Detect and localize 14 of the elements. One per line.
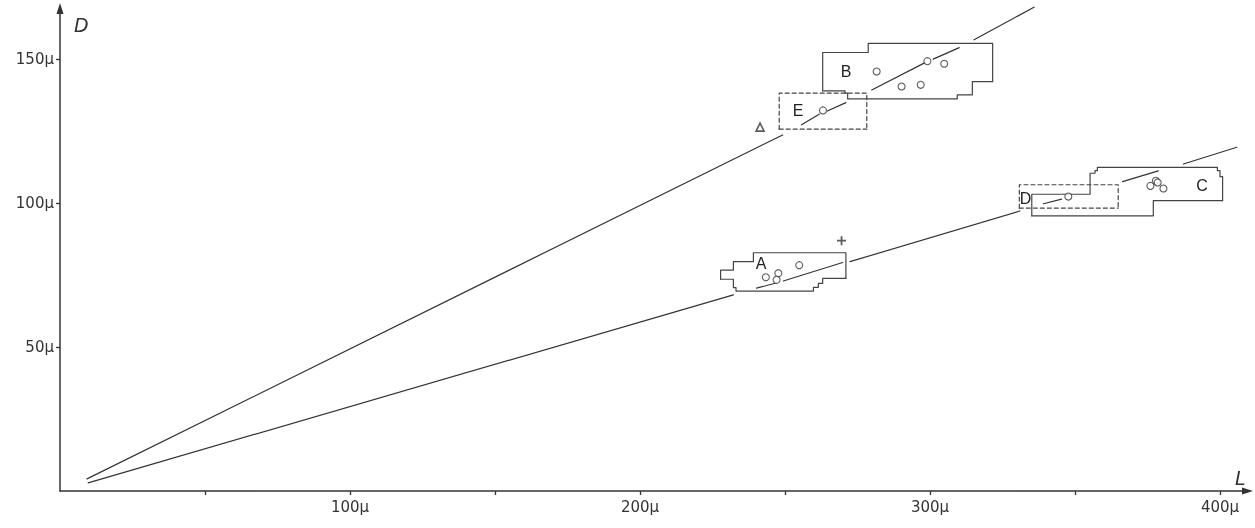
y-tick-label: 150µ (15, 49, 55, 68)
y-tick-label: 50µ (25, 337, 55, 356)
annotation: D (1019, 189, 1032, 207)
annotation: B (840, 62, 852, 80)
x-tick-label: 300µ (910, 497, 950, 516)
x-axis-title: L (1235, 466, 1246, 489)
annotation: A (755, 254, 767, 272)
y-axis-title: D (74, 13, 89, 36)
y-tick-label: 100µ (15, 193, 55, 212)
x-tick-label: 100µ (330, 497, 370, 516)
annotation: E (792, 101, 804, 119)
annotation: C (1196, 176, 1208, 194)
x-tick-label: 400µ (1200, 497, 1240, 516)
x-tick-label: 200µ (620, 497, 660, 516)
